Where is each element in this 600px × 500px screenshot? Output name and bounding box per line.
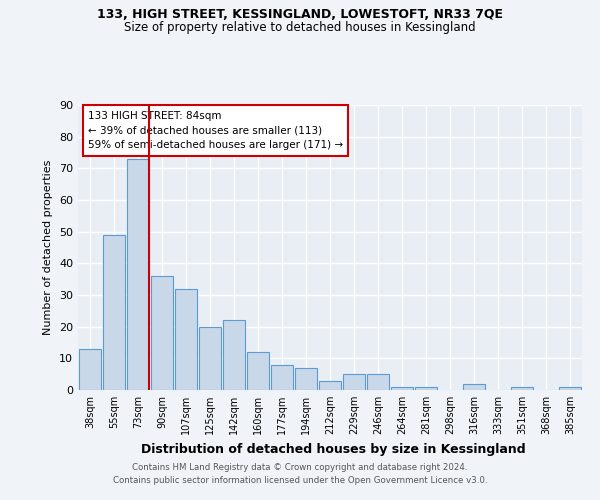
Text: 133 HIGH STREET: 84sqm
← 39% of detached houses are smaller (113)
59% of semi-de: 133 HIGH STREET: 84sqm ← 39% of detached…	[88, 110, 343, 150]
Bar	[223, 320, 245, 390]
Bar	[103, 235, 125, 390]
Bar	[319, 380, 341, 390]
Bar	[391, 387, 413, 390]
Bar	[559, 387, 581, 390]
Text: 133, HIGH STREET, KESSINGLAND, LOWESTOFT, NR33 7QE: 133, HIGH STREET, KESSINGLAND, LOWESTOFT…	[97, 8, 503, 20]
Bar	[415, 387, 437, 390]
Bar	[295, 368, 317, 390]
Text: Contains HM Land Registry data © Crown copyright and database right 2024.: Contains HM Land Registry data © Crown c…	[132, 464, 468, 472]
Bar	[511, 387, 533, 390]
Bar	[463, 384, 485, 390]
Bar	[79, 349, 101, 390]
Y-axis label: Number of detached properties: Number of detached properties	[43, 160, 53, 335]
Bar	[247, 352, 269, 390]
Bar	[343, 374, 365, 390]
Bar	[175, 288, 197, 390]
Bar	[151, 276, 173, 390]
Text: Contains public sector information licensed under the Open Government Licence v3: Contains public sector information licen…	[113, 476, 487, 485]
Text: Distribution of detached houses by size in Kessingland: Distribution of detached houses by size …	[140, 442, 526, 456]
Bar	[199, 326, 221, 390]
Text: Size of property relative to detached houses in Kessingland: Size of property relative to detached ho…	[124, 21, 476, 34]
Bar	[127, 159, 149, 390]
Bar	[271, 364, 293, 390]
Bar	[367, 374, 389, 390]
